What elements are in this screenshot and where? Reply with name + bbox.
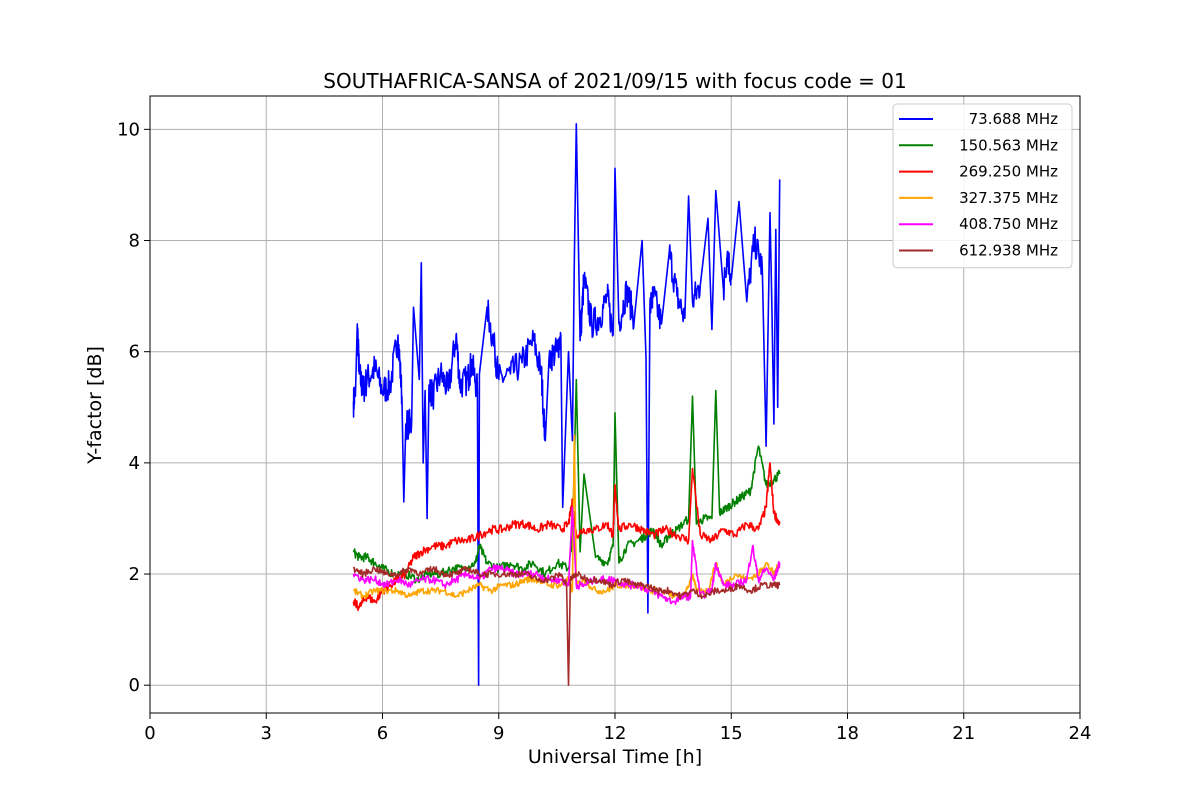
plot-series <box>352 123 781 687</box>
x-tick-label: 6 <box>377 723 388 744</box>
x-tick-label: 9 <box>493 723 504 744</box>
chart-title: SOUTHAFRICA-SANSA of 2021/09/15 with foc… <box>323 69 907 93</box>
y-tick-label: 4 <box>129 453 140 474</box>
y-tick-label: 10 <box>117 119 140 140</box>
x-tick-label: 0 <box>144 723 155 744</box>
x-tick-label: 21 <box>952 723 975 744</box>
y-tick-label: 2 <box>129 564 140 585</box>
x-tick-label: 15 <box>720 723 743 744</box>
series-line-5 <box>352 565 781 687</box>
x-tick-label: 12 <box>604 723 627 744</box>
y-tick-label: 6 <box>129 342 140 363</box>
x-axis-label: Universal Time [h] <box>528 746 702 768</box>
y-tick-label: 0 <box>129 675 140 696</box>
x-tick-label: 24 <box>1069 723 1092 744</box>
legend-box <box>892 103 1073 269</box>
legend-label: 73.688 MHz <box>969 110 1058 128</box>
series-line-0 <box>352 123 781 687</box>
legend: 73.688 MHz 150.563 MHz 269.250 MHz 327.375 … <box>892 103 1073 269</box>
series-line-3 <box>353 434 781 601</box>
legend-label: 150.563 MHz <box>959 136 1058 154</box>
x-tick-label: 3 <box>261 723 272 744</box>
y-axis-label: Y-factor [dB] <box>84 346 106 465</box>
legend-label: 327.375 MHz <box>959 189 1058 207</box>
x-tick-label: 18 <box>836 723 859 744</box>
series-line-2 <box>352 462 781 612</box>
legend-label: 612.938 MHz <box>959 242 1058 260</box>
y-tick-label: 8 <box>129 231 140 252</box>
legend-label: 408.750 MHz <box>959 215 1058 233</box>
legend-label: 269.250 MHz <box>959 163 1058 181</box>
